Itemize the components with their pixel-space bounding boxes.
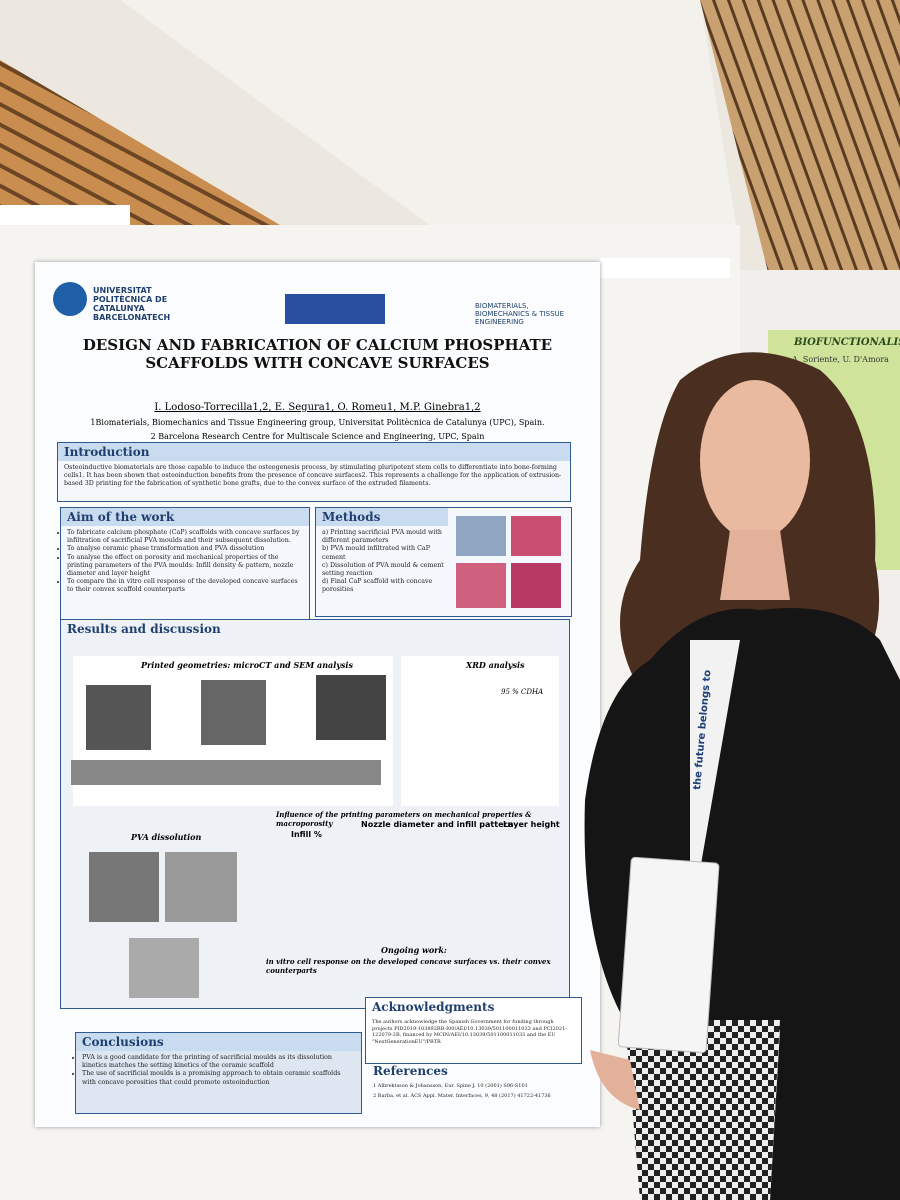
title: DESIGN AND FABRICATION OF CALCIUM PHOSPH… [82, 336, 553, 372]
conclusion-item: The use of sacrificial moulds is a promi… [82, 1070, 355, 1086]
group-logo: BIOMATERIALS, BIOMECHANICS & TISSUE ENGI… [475, 302, 565, 326]
heading: Conclusions [76, 1033, 361, 1051]
ceiling-right [700, 0, 900, 280]
subheading: Layer height [503, 820, 560, 829]
clothing [584, 608, 900, 1200]
trousers [625, 1020, 780, 1200]
results: Results and discussion Printed geometrie… [60, 619, 570, 1009]
methods: Methods a) Printing sacrificial PVA moul… [315, 507, 572, 617]
aim-item: To compare the in vitro cell response of… [67, 578, 303, 594]
ongoing-text: in vitro cell response on the developed … [266, 957, 551, 975]
method-item: a) Printing sacrificial PVA mould with d… [322, 529, 442, 545]
aim: Aim of the work To fabricate calcium pho… [60, 507, 310, 621]
ack-text: The authors acknowledge the Spanish Gove… [372, 1019, 567, 1045]
method-item: c) Dissolution of PVA mould & cement set… [322, 561, 444, 577]
subheading: PVA dissolution [131, 832, 202, 842]
lanyard [690, 640, 740, 870]
reference: 2 Barba, et al. ACS Appl. Mater. Interfa… [373, 1092, 551, 1099]
references: References 1 Albrektsson & Johansson, Eu… [367, 1062, 582, 1102]
heading: Introduction [58, 443, 570, 461]
affiliation: 1Biomaterials, Biomechanics and Tissue E… [90, 418, 545, 427]
conclusion-item: PVA is a good candidate for the printing… [82, 1054, 355, 1070]
subheading: XRD analysis [466, 660, 525, 670]
xrd-note: 95 % CDHA [501, 688, 544, 696]
heading: Methods [316, 508, 448, 526]
university: UNIVERSITAT POLITÈCNICA DE CATALUNYA BAR… [93, 286, 171, 322]
introduction: Introduction Osteoinductive biomaterials… [57, 442, 571, 502]
subheading: Printed geometries: microCT and SEM anal… [141, 660, 353, 670]
authors: I. Lodoso-Torrecilla1,2, E. Segura1, O. … [154, 402, 481, 413]
heading: References [373, 1064, 448, 1078]
aim-item: To analyse the effect on porosity and me… [67, 554, 303, 579]
affiliation: 2 Barcelona Research Centre for Multisca… [150, 432, 485, 441]
neighbor-title: BIOFUNCTIONALISED 3D- [793, 337, 900, 348]
heading: Acknowledgments [372, 1000, 495, 1014]
intro-text: Osteoinductive biomaterials are those ca… [64, 464, 562, 488]
method-item: b) PVA mould infiltrated with CaP cement [322, 545, 430, 561]
method-item: d) Final CaP scaffold with concave poros… [322, 578, 433, 594]
subheading: Infill % [291, 830, 322, 839]
neighbor-authors: A. Soriente, U. D'Amora [791, 355, 889, 364]
face [700, 380, 810, 540]
subheading: Nozzle diameter and infill pattern [361, 820, 514, 829]
heading: Aim of the work [61, 508, 309, 526]
aim-item: To fabricate calcium phosphate (CaP) sca… [67, 529, 303, 545]
aim-item: To analyse ceramic phase transformation … [67, 545, 303, 553]
ceiling-left [0, 60, 280, 225]
heading: Results and discussion [67, 622, 221, 636]
badge [617, 856, 720, 1053]
subheading: Ongoing work: [381, 945, 447, 955]
acknowledgments: Acknowledgments The authors acknowledge … [365, 997, 582, 1064]
subheading: Influence of the printing parameters on … [276, 810, 532, 828]
poster: UNIVERSITAT POLITÈCNICA DE CATALUNYA BAR… [35, 262, 600, 1127]
conclusions: Conclusions PVA is a good candidate for … [75, 1032, 362, 1114]
reference: 1 Albrektsson & Johansson, Eur. Spine J.… [373, 1083, 528, 1089]
